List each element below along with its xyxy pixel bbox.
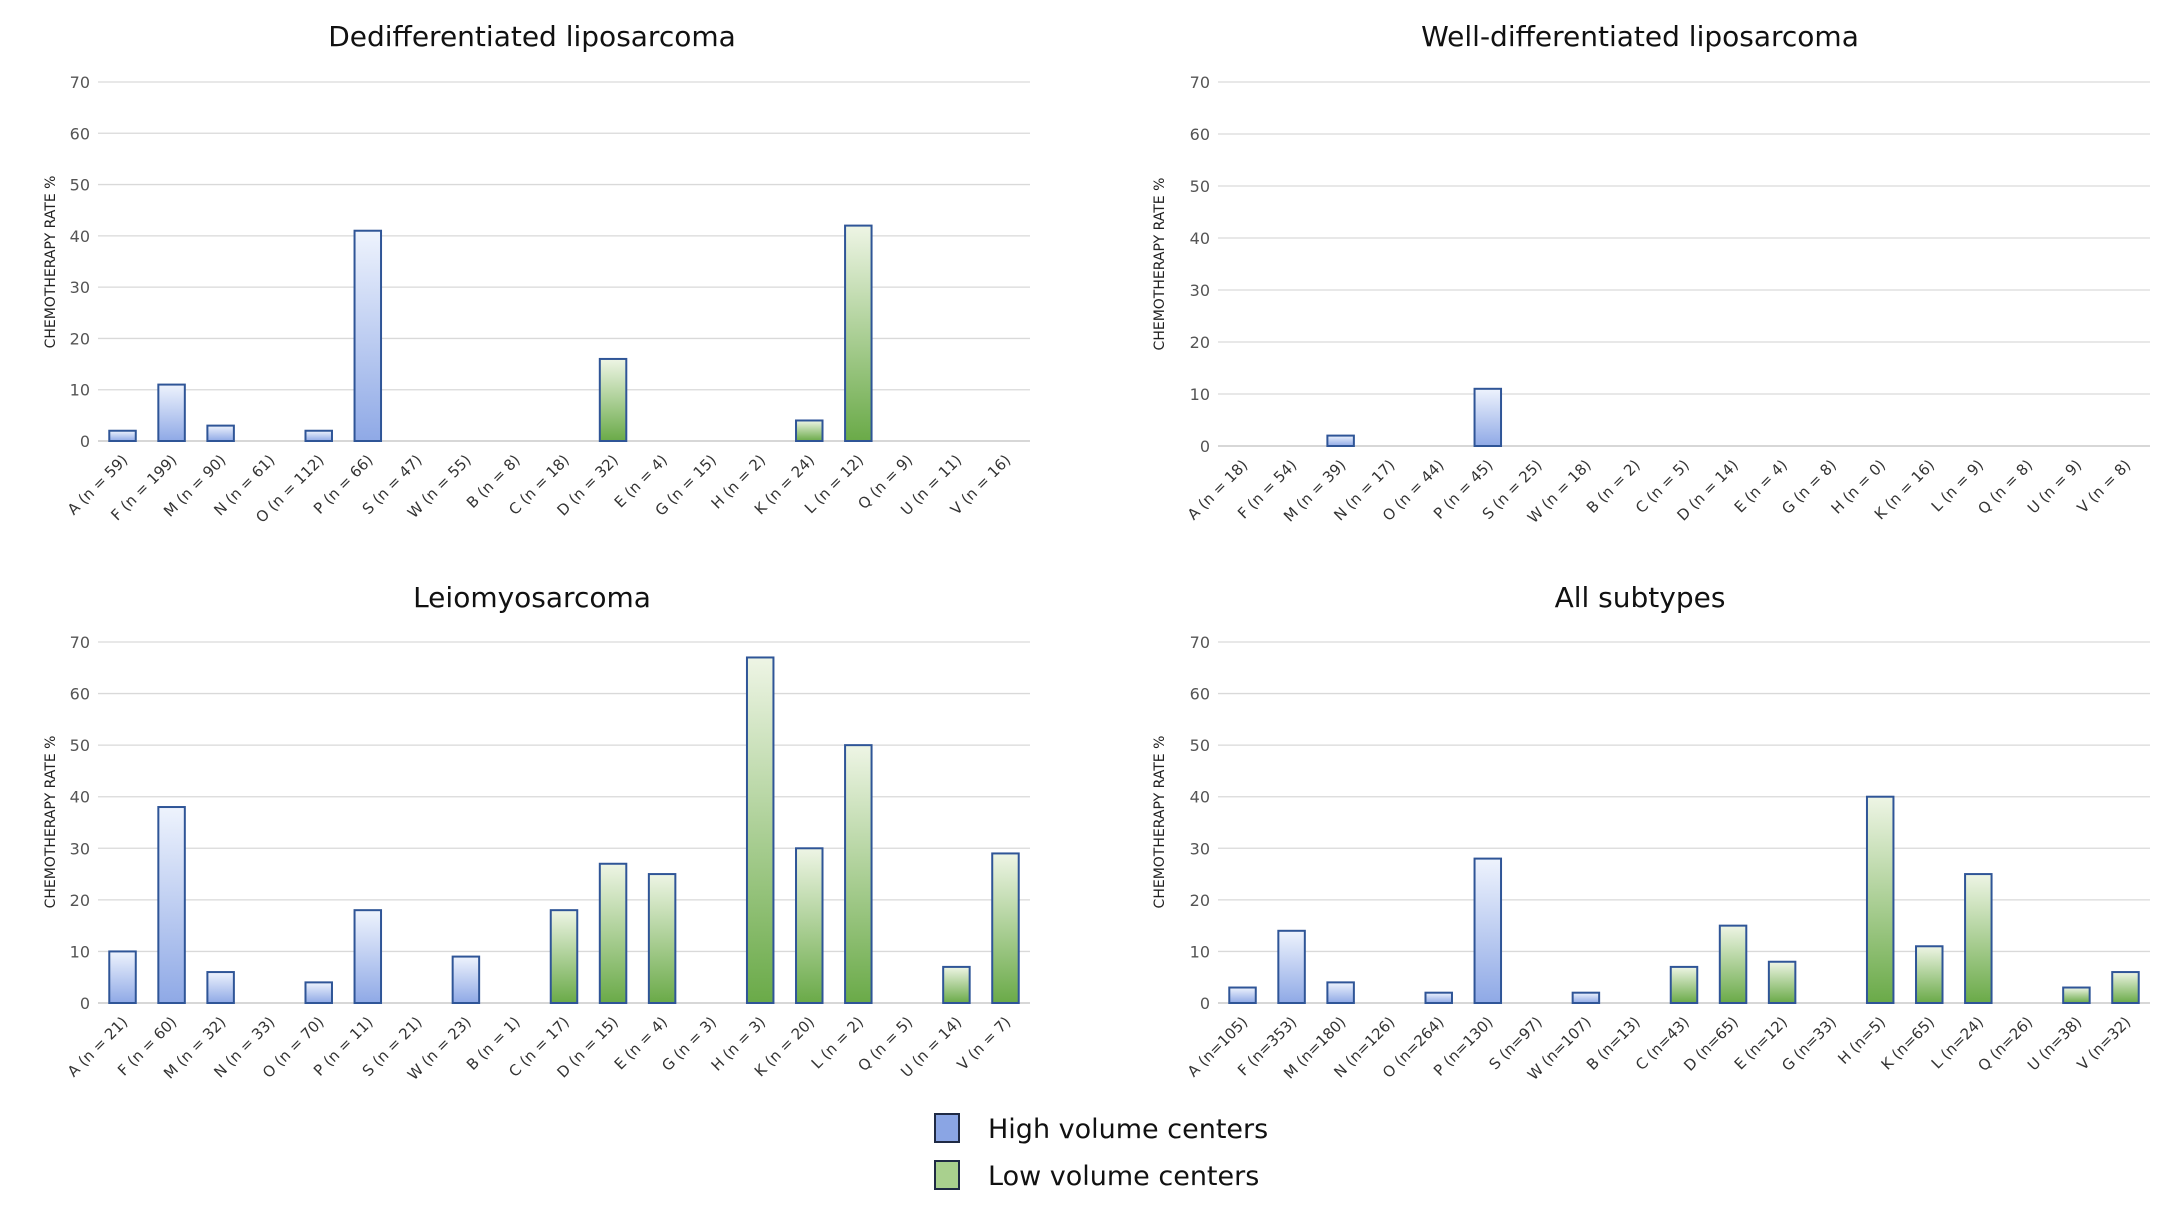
bar-k xyxy=(795,847,824,1004)
y-tick-label: 50 xyxy=(70,176,90,195)
bar-a xyxy=(108,950,137,1005)
bar-d xyxy=(598,862,628,1004)
chart-panel-3: Leiomyosarcoma CHEMOTHERAPY RATE % 0 10 20 30… xyxy=(43,581,1030,1084)
bar-l xyxy=(1964,873,1993,1004)
y-tick-label: 20 xyxy=(1190,333,1210,352)
y-tick-label: 20 xyxy=(1190,891,1210,910)
y-tick-label: 40 xyxy=(1190,788,1210,807)
x-category-label: G (n=33) xyxy=(1778,1013,1840,1075)
bar-d xyxy=(1718,924,1748,1005)
bar-p xyxy=(353,909,383,1005)
bar-k xyxy=(1915,945,1944,1004)
y-tick-label: 10 xyxy=(1190,385,1210,404)
bar-p xyxy=(1473,857,1503,1004)
y-tick-label: 40 xyxy=(1190,229,1210,248)
bar-h xyxy=(1865,795,1895,1005)
x-category-label: U (n=38) xyxy=(2024,1013,2085,1074)
chart-panel-2: Well-differentiated liposarcoma CHEMOTHER… xyxy=(1152,20,2150,527)
y-tick-label: 0 xyxy=(80,432,90,451)
legend-swatch xyxy=(934,1113,960,1143)
bar-u xyxy=(2062,986,2091,1004)
bar-m xyxy=(1326,434,1355,448)
legend: High volume centers Low volume centers xyxy=(934,1113,1268,1192)
x-category-label: U (n = 9) xyxy=(2024,456,2085,517)
chart-title: Well-differentiated liposarcoma xyxy=(1421,20,1859,53)
y-tick-label: 60 xyxy=(70,685,90,704)
legend-item-high-volume: High volume centers xyxy=(934,1113,1268,1145)
bar-c xyxy=(1669,965,1699,1005)
y-tick-label: 10 xyxy=(70,381,90,400)
y-tick-label: 40 xyxy=(70,227,90,246)
y-axis-label: CHEMOTHERAPY RATE % xyxy=(1152,736,1168,909)
bar-o xyxy=(1424,991,1453,1005)
y-tick-label: 30 xyxy=(1190,281,1210,300)
bar-m xyxy=(206,971,235,1004)
bar-m xyxy=(1326,981,1355,1004)
y-tick-label: 60 xyxy=(70,124,90,143)
y-tick-label: 50 xyxy=(1190,736,1210,755)
y-tick-label: 0 xyxy=(1200,994,1210,1013)
bar-k xyxy=(795,419,824,443)
bar-c xyxy=(549,909,579,1005)
bar-f xyxy=(157,806,186,1004)
legend-label: High volume centers xyxy=(988,1114,1268,1145)
bar-h xyxy=(745,656,775,1004)
y-axis-label: CHEMOTHERAPY RATE % xyxy=(1152,178,1168,351)
x-category-label: D (n=65) xyxy=(1680,1013,1742,1075)
y-tick-label: 0 xyxy=(80,994,90,1013)
y-tick-label: 60 xyxy=(1190,685,1210,704)
x-category-label: V (n = 8) xyxy=(2074,456,2135,517)
bar-f xyxy=(157,383,186,443)
bar-p xyxy=(353,229,383,442)
bar-a xyxy=(1228,986,1257,1004)
y-tick-label: 30 xyxy=(70,278,90,297)
y-tick-label: 20 xyxy=(70,891,90,910)
bar-u xyxy=(942,965,971,1005)
y-tick-label: 70 xyxy=(70,633,90,652)
chart-title: All subtypes xyxy=(1555,581,1726,614)
bar-o xyxy=(304,429,333,443)
bar-m xyxy=(206,424,235,443)
chart-panel-1: Dedifferentiated liposarcoma CHEMOTHERAPY… xyxy=(43,20,1030,526)
y-tick-label: 30 xyxy=(70,839,90,858)
y-tick-label: 0 xyxy=(1200,437,1210,456)
y-tick-label: 50 xyxy=(70,736,90,755)
bar-a xyxy=(108,429,137,443)
x-category-label: K (n=65) xyxy=(1878,1013,1938,1073)
bar-e xyxy=(647,873,677,1004)
y-tick-label: 40 xyxy=(70,788,90,807)
bar-f xyxy=(1277,929,1306,1004)
bar-w xyxy=(451,955,481,1004)
y-tick-label: 70 xyxy=(1190,633,1210,652)
chart-panels: Dedifferentiated liposarcoma CHEMOTHERAPY… xyxy=(43,20,2150,1084)
bar-l xyxy=(844,744,873,1005)
legend-swatch xyxy=(934,1160,960,1190)
y-tick-label: 30 xyxy=(1190,839,1210,858)
bar-v xyxy=(991,852,1020,1005)
chart-title: Leiomyosarcoma xyxy=(413,581,651,614)
y-axis-label: CHEMOTHERAPY RATE % xyxy=(43,176,59,349)
chart-panel-4: All subtypes CHEMOTHERAPY RATE % 0 10 20 30 40… xyxy=(1152,581,2150,1084)
bar-p xyxy=(1473,387,1503,447)
bar-v xyxy=(2111,971,2140,1004)
y-tick-label: 70 xyxy=(1190,73,1210,92)
bar-d xyxy=(598,357,628,443)
bar-l xyxy=(844,224,873,442)
chart-title: Dedifferentiated liposarcoma xyxy=(328,20,736,53)
bar-o xyxy=(304,981,333,1004)
y-tick-label: 50 xyxy=(1190,177,1210,196)
bar-e xyxy=(1767,960,1797,1004)
y-tick-label: 10 xyxy=(70,942,90,961)
legend-label: Low volume centers xyxy=(988,1161,1259,1192)
y-axis-label: CHEMOTHERAPY RATE % xyxy=(43,736,59,909)
y-tick-label: 60 xyxy=(1190,125,1210,144)
x-category-label: V (n = 7) xyxy=(954,1013,1015,1074)
y-tick-label: 20 xyxy=(70,329,90,348)
x-category-label: V (n=32) xyxy=(2074,1013,2135,1074)
legend-item-low-volume: Low volume centers xyxy=(934,1160,1259,1192)
y-tick-label: 10 xyxy=(1190,942,1210,961)
bar-w xyxy=(1571,991,1601,1005)
y-tick-label: 70 xyxy=(70,73,90,92)
